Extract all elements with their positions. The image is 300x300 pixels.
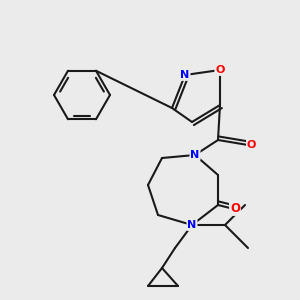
Text: N: N	[188, 220, 196, 230]
Text: O: O	[247, 140, 256, 150]
Text: O: O	[215, 65, 225, 75]
Text: N: N	[190, 150, 200, 160]
Text: O: O	[230, 202, 240, 215]
Text: N: N	[180, 70, 190, 80]
